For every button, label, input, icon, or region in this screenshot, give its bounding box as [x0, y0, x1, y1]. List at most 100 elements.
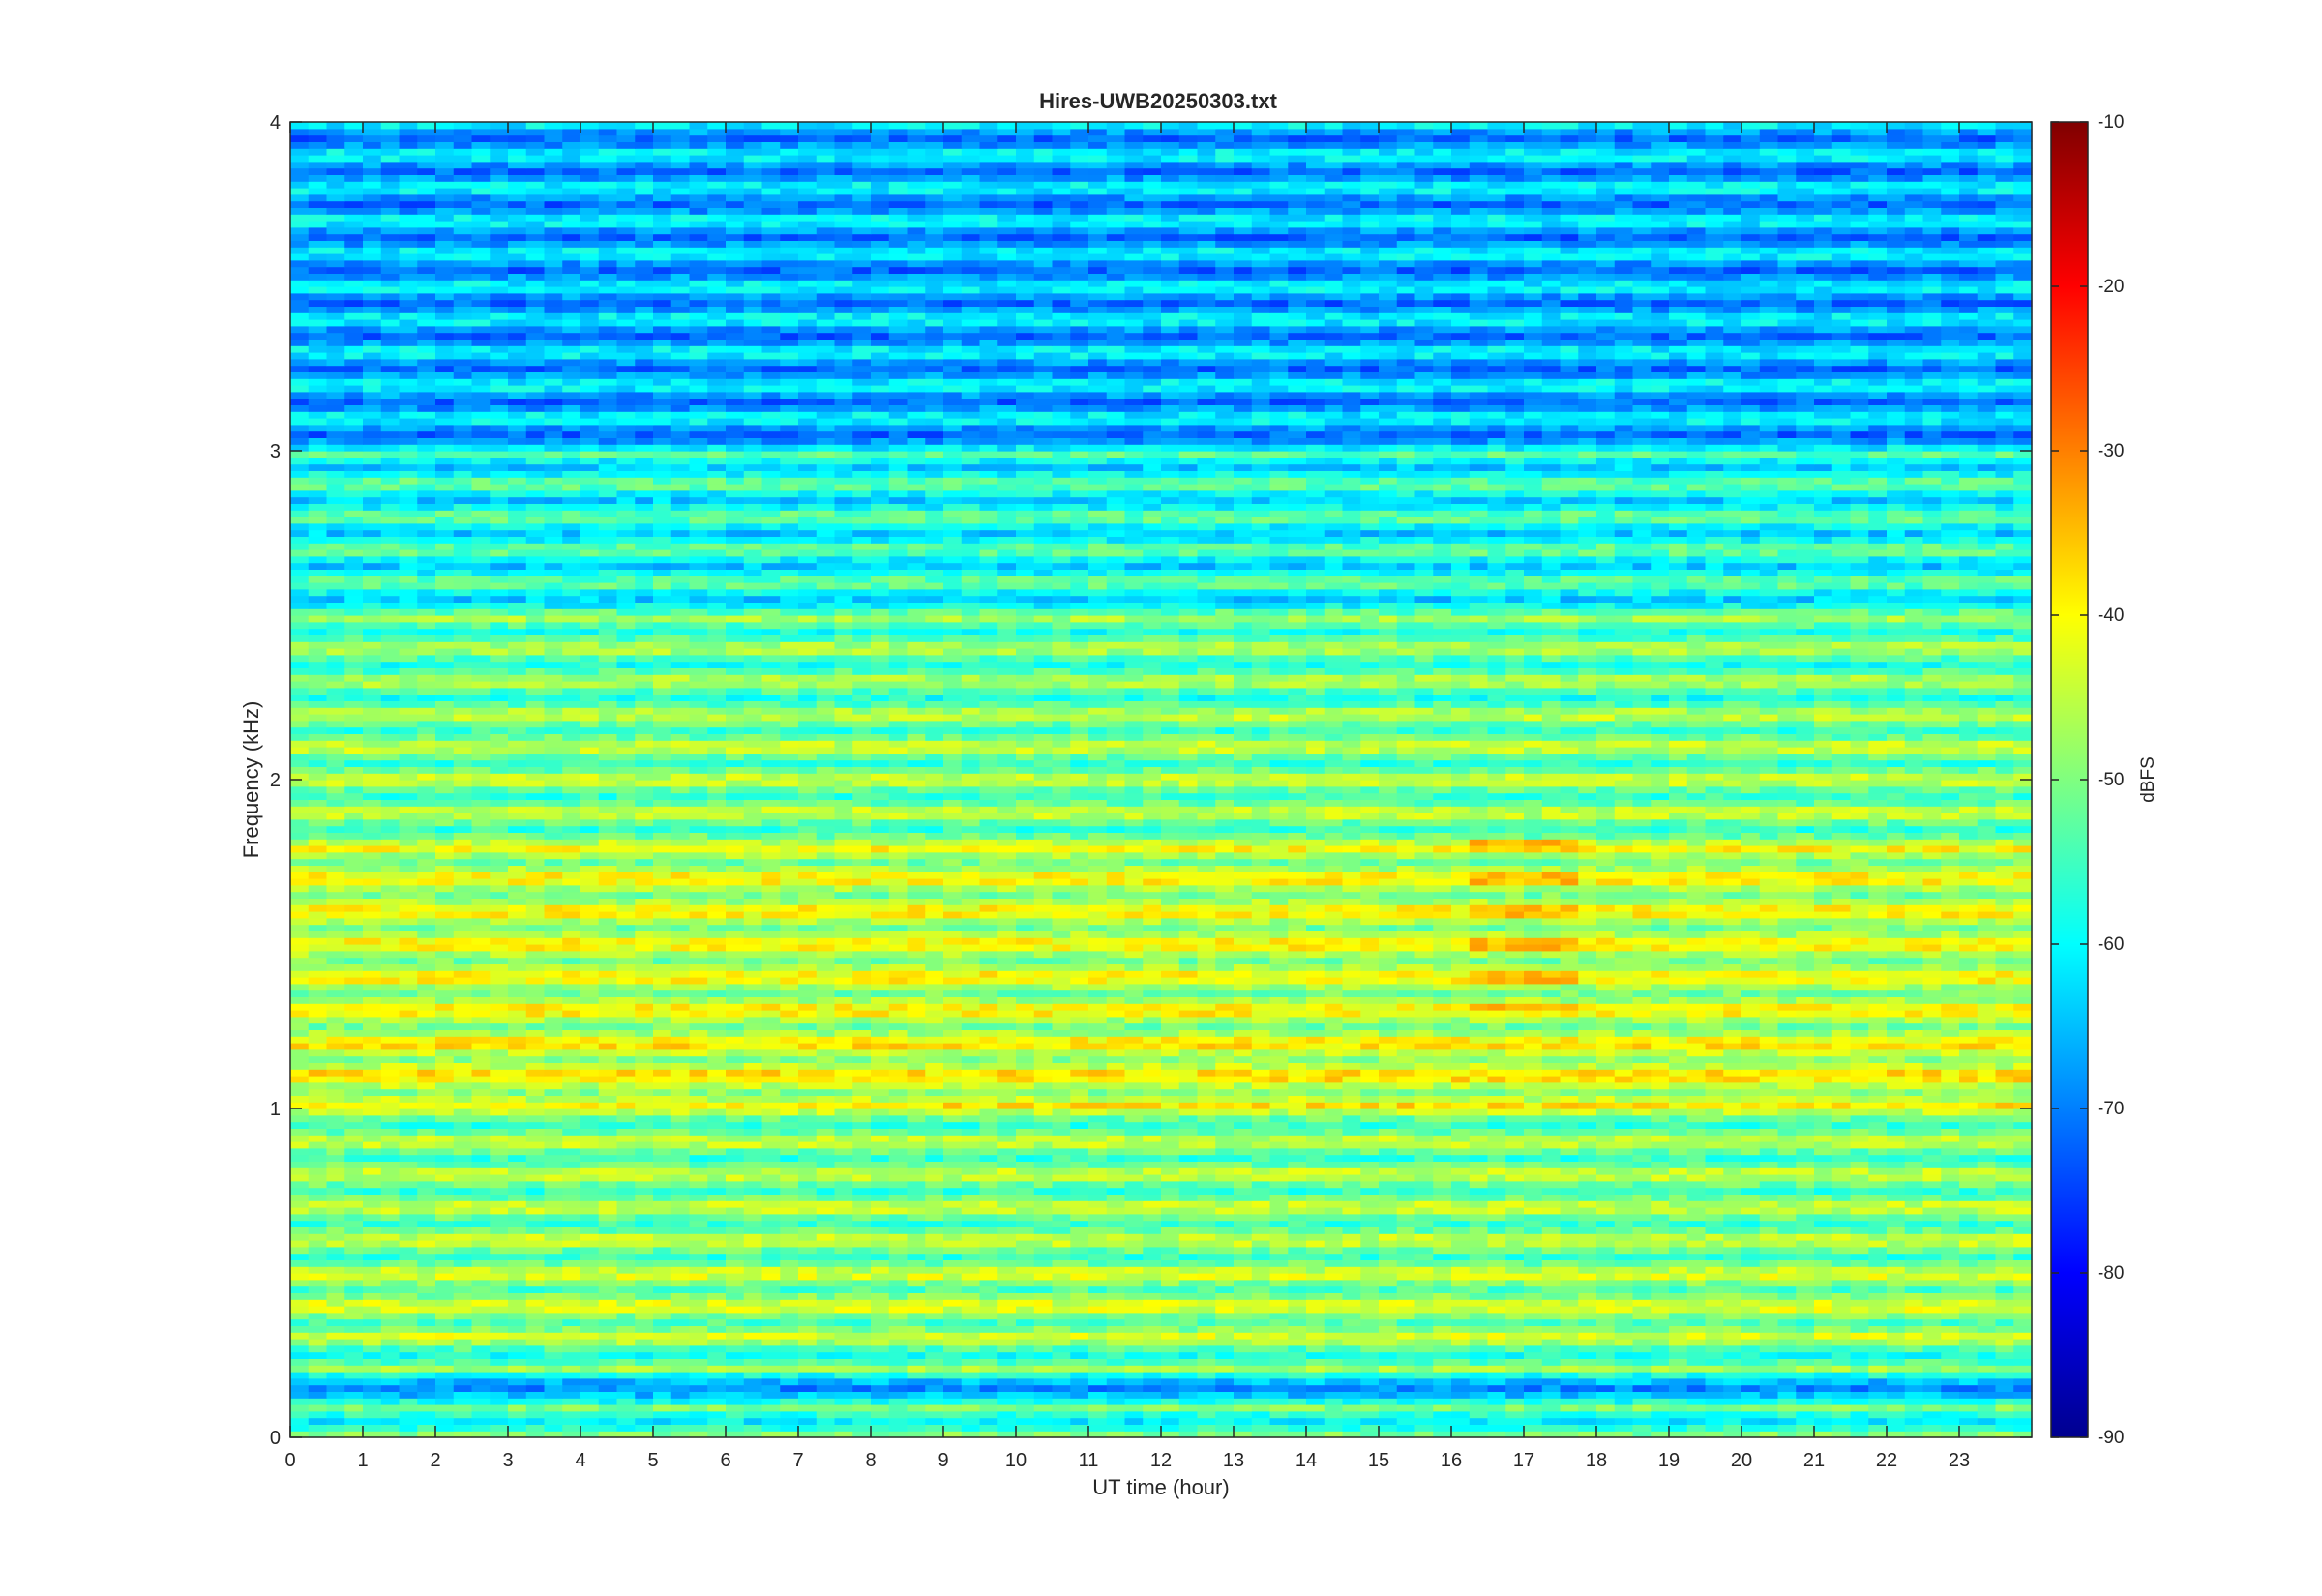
heatmap-cell: [979, 1246, 998, 1255]
heatmap-cell: [417, 1273, 436, 1281]
heatmap-cell: [1342, 1266, 1361, 1274]
heatmap-cell: [1596, 1194, 1616, 1201]
heatmap-cell: [852, 1095, 872, 1103]
heatmap-cell: [1759, 1207, 1779, 1215]
heatmap-cell: [798, 1161, 818, 1168]
heatmap-cell: [1124, 1141, 1144, 1149]
heatmap-cell: [1016, 1246, 1035, 1255]
heatmap-cell: [1868, 1240, 1888, 1248]
heatmap-cell: [1269, 1365, 1289, 1373]
heatmap-cell: [979, 1259, 998, 1267]
heatmap-cell: [1596, 1312, 1616, 1320]
heatmap-cell: [961, 1233, 981, 1241]
heatmap-cell: [1723, 1200, 1742, 1208]
heatmap-cell: [1324, 1227, 1344, 1234]
heatmap-cell: [1379, 1240, 1398, 1248]
heatmap-cell: [1469, 1292, 1489, 1300]
heatmap-cell: [1887, 1351, 1906, 1359]
heatmap-cell: [925, 1431, 944, 1438]
heatmap-cell: [490, 1141, 509, 1149]
heatmap-cell: [435, 1339, 455, 1346]
heatmap-cell: [1143, 1306, 1162, 1314]
heatmap-cell: [1234, 1246, 1253, 1255]
heatmap-cell: [1686, 1161, 1707, 1168]
heatmap-cell: [1632, 1325, 1652, 1333]
heatmap-cell: [1560, 1292, 1579, 1300]
heatmap-cell: [1414, 1167, 1434, 1175]
heatmap-cell: [1360, 1141, 1380, 1149]
heatmap-cell: [1414, 1194, 1434, 1201]
heatmap-cell: [1433, 1141, 1452, 1149]
heatmap-cell: [1614, 1194, 1634, 1201]
heatmap-cell: [562, 1325, 581, 1333]
heatmap-cell: [798, 1128, 818, 1136]
heatmap-cell: [1414, 1339, 1434, 1346]
heatmap-cell: [871, 1220, 890, 1227]
heatmap-cell: [1161, 1312, 1180, 1320]
heatmap-cell: [1379, 1147, 1398, 1156]
heatmap-cell: [380, 1180, 401, 1189]
heatmap-cell: [1342, 1345, 1361, 1353]
heatmap-cell: [1796, 1292, 1815, 1300]
heatmap-cell: [490, 1102, 509, 1109]
heatmap-cell: [1269, 1253, 1289, 1260]
heatmap-cell: [1651, 1187, 1670, 1195]
heatmap-cell: [653, 1358, 672, 1366]
heatmap-cell: [453, 1424, 473, 1432]
heatmap-cell: [1288, 1325, 1307, 1333]
heatmap-cell: [852, 1266, 872, 1274]
heatmap-cell: [780, 1377, 799, 1386]
heatmap-cell: [1904, 1200, 1924, 1208]
heatmap-cell: [1887, 1102, 1906, 1109]
heatmap-cell: [1777, 1273, 1797, 1281]
heatmap-cell: [1451, 1345, 1471, 1353]
heatmap-cell: [544, 1332, 563, 1340]
heatmap-cell: [1288, 1398, 1307, 1405]
heatmap-cell: [525, 1187, 546, 1195]
heatmap-cell: [562, 1306, 581, 1314]
heatmap-cell: [525, 1141, 546, 1149]
heatmap-cell: [1632, 1102, 1652, 1109]
heatmap-cell: [490, 1292, 509, 1300]
heatmap-cell: [1052, 1417, 1071, 1425]
heatmap-cell: [508, 1351, 527, 1359]
heatmap-cell: [1777, 1207, 1797, 1215]
heatmap-cell: [598, 1147, 618, 1156]
heatmap-cell: [1977, 1325, 1997, 1333]
heatmap-cell: [2013, 1207, 2033, 1215]
heatmap-cell: [1796, 1306, 1815, 1314]
heatmap-cell: [1868, 1213, 1888, 1222]
heatmap-cell: [816, 1286, 836, 1293]
heatmap-cell: [363, 1200, 382, 1208]
heatmap-cell: [925, 1318, 944, 1326]
heatmap-cell: [290, 1424, 310, 1432]
heatmap-cell: [925, 1154, 944, 1162]
heatmap-cell: [852, 1339, 872, 1346]
heatmap-cell: [290, 1318, 310, 1326]
heatmap-cell: [1360, 1332, 1380, 1340]
heatmap-cell: [925, 1279, 944, 1287]
heatmap-cell: [871, 1351, 890, 1359]
heatmap-cell: [961, 1180, 981, 1189]
heatmap-cell: [816, 1266, 836, 1274]
heatmap-cell: [1796, 1147, 1815, 1156]
heatmap-cell: [798, 1299, 818, 1307]
heatmap-cell: [1632, 1180, 1652, 1189]
heatmap-cell: [852, 1259, 872, 1267]
heatmap-cell: [1269, 1345, 1289, 1353]
heatmap-cell: [1379, 1220, 1398, 1227]
heatmap-cell: [1686, 1174, 1707, 1182]
heatmap-cell: [1016, 1253, 1035, 1260]
heatmap-cell: [1451, 1207, 1471, 1215]
heatmap-cell: [1143, 1273, 1162, 1281]
heatmap-cell: [1197, 1306, 1216, 1314]
heatmap-cell: [471, 1266, 491, 1274]
heatmap-cell: [1524, 1135, 1543, 1142]
heatmap-cell: [1614, 1180, 1634, 1189]
heatmap-cell: [1016, 1279, 1035, 1287]
heatmap-cell: [1705, 1332, 1724, 1340]
heatmap-cell: [1360, 1398, 1380, 1405]
heatmap-cell: [1052, 1114, 1071, 1123]
heatmap-cell: [743, 1220, 763, 1227]
heatmap-cell: [1451, 1121, 1471, 1129]
